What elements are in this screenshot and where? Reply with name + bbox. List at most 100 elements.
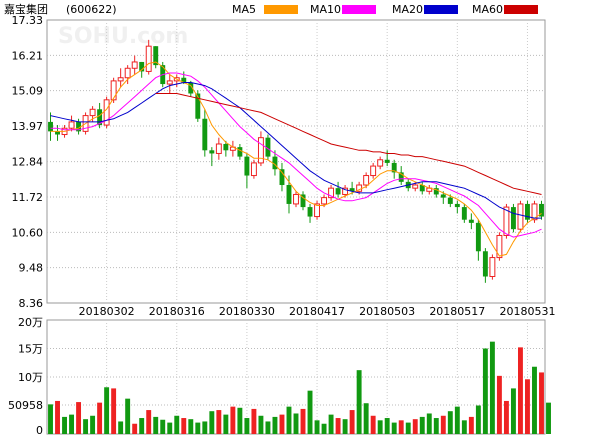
candle-body [215, 143, 222, 154]
candle-body [503, 206, 510, 236]
volume-bar [307, 390, 313, 434]
candle-body [461, 207, 467, 220]
candle-body [188, 82, 194, 94]
volume-bar [335, 418, 341, 434]
ma10-line [50, 72, 542, 238]
y-tick-label: 15.09 [12, 85, 44, 98]
volume-bar [405, 422, 411, 434]
candle-body [328, 187, 335, 199]
candle-body [440, 194, 446, 198]
volume-bar [391, 422, 397, 434]
volume-tick-label: 15万 [18, 343, 43, 356]
candle-body [384, 159, 390, 163]
candle-body [454, 203, 460, 208]
volume-bar [468, 416, 474, 434]
candle-body [363, 175, 370, 186]
candle-body [419, 185, 425, 192]
candle-body [370, 165, 377, 177]
candle-body [68, 121, 75, 129]
candle-body [468, 219, 474, 223]
volume-bar [97, 402, 103, 434]
candle-body [89, 108, 96, 117]
volume-bar [314, 420, 320, 434]
volume-bar [118, 421, 124, 434]
volume-bar [482, 348, 488, 434]
x-tick-label: 20180302 [79, 305, 135, 318]
ma5-line [50, 61, 542, 257]
volume-bar [496, 375, 502, 434]
volume-bar [489, 341, 495, 434]
volume-bar [55, 400, 60, 434]
volume-bar [251, 408, 257, 434]
volume-bar [447, 411, 453, 434]
volume-bar [209, 411, 215, 434]
volume-bar [230, 406, 236, 434]
volume-bar [181, 418, 187, 434]
volume-bar [539, 372, 544, 434]
y-tick-label: 13.97 [12, 120, 44, 133]
candle-body [202, 118, 208, 151]
volume-bar [174, 415, 180, 434]
volume-bar [272, 416, 278, 434]
candle-body [342, 187, 349, 195]
volume-bar [223, 414, 229, 434]
y-tick-label: 10.60 [12, 226, 44, 239]
volume-bar [258, 415, 264, 434]
candle-body [237, 147, 243, 157]
volume-bar [370, 415, 376, 434]
volume-bar [125, 398, 131, 434]
candle-body [257, 137, 264, 164]
legend-swatch-ma10 [342, 5, 376, 14]
volume-bar [321, 423, 327, 434]
volume-bar [202, 421, 208, 434]
volume-bar [279, 414, 285, 434]
volume-bar [426, 413, 432, 434]
candle-body [475, 222, 481, 252]
volume-bar [517, 347, 523, 434]
volume-bar [237, 407, 243, 434]
stock-code: (600622) [66, 3, 117, 16]
candle-body [510, 207, 516, 230]
volume-bar [342, 419, 348, 434]
candle-body [293, 193, 299, 205]
candle-body [349, 188, 355, 192]
y-tick-label: 16.21 [12, 49, 44, 62]
candle-body [97, 109, 103, 126]
candle-body [412, 184, 419, 189]
candle-body [272, 156, 278, 170]
volume-bar [356, 370, 362, 434]
volume-bar [286, 406, 292, 434]
legend-swatch-ma20 [424, 5, 458, 14]
candle-body [209, 150, 215, 154]
candle-body [166, 80, 173, 85]
volume-grid: 20万 15万 10万 50958 0 [8, 316, 546, 437]
candle-body [531, 203, 538, 221]
volume-bar [48, 404, 53, 434]
volume-bar [503, 400, 509, 434]
candle-body [244, 156, 250, 176]
volume-bar [216, 410, 222, 434]
volume-tick-label: 50958 [8, 399, 43, 412]
volume-bar [153, 416, 159, 434]
volume-bar [139, 418, 145, 434]
volume-bar [195, 422, 201, 434]
volume-bar [412, 419, 418, 434]
volume-bar [510, 388, 516, 434]
candle-body [391, 162, 397, 173]
candle-body [131, 61, 138, 69]
candle-body [181, 77, 187, 83]
y-tick-label: 8.36 [19, 297, 44, 310]
candle-body [117, 77, 124, 82]
y-tick-label: 11.72 [12, 191, 44, 204]
candle-body [286, 185, 292, 204]
legend: MA5 MA10 MA20 MA60 [232, 3, 538, 16]
candle-body [195, 93, 201, 119]
volume-bar [363, 403, 369, 434]
volume-bar [76, 402, 82, 434]
volume-bar [132, 423, 138, 434]
candle-body [55, 131, 60, 135]
volume-bar [83, 419, 89, 434]
volume-bar [111, 388, 117, 434]
volume-bar [188, 419, 194, 434]
